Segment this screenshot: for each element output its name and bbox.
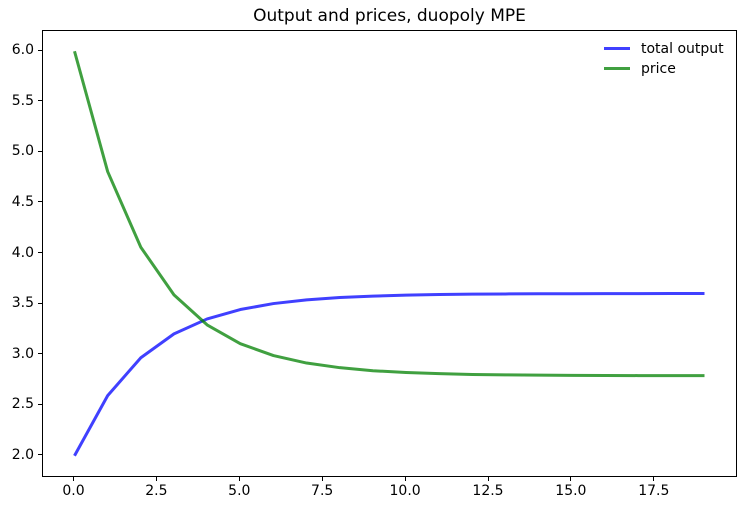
x-tick-label: 12.5 [472,483,504,499]
legend-entry-price: price [604,59,724,78]
y-tick-label: 3.0 [11,345,34,362]
y-tick-mark [38,252,42,253]
total-output-line [73,292,705,457]
y-tick-mark [38,454,42,456]
x-tick-label: 5.0 [228,483,251,499]
y-tick-label: 4.0 [11,244,34,261]
legend-entry-total-output: total output [604,39,724,58]
chart-title: Output and prices, duopoly MPE [253,6,526,26]
x-tick-mark [238,477,240,481]
x-tick-mark [570,477,572,481]
y-tick-mark [38,403,42,405]
x-tick-mark [155,477,157,481]
y-tick-label: 6.0 [11,42,34,59]
x-tick-label: 7.5 [311,483,334,499]
y-tick-label: 3.5 [11,295,34,312]
x-tick-label: 2.5 [145,483,168,499]
x-tick-label: 17.5 [638,483,670,499]
x-tick-label: 10.0 [389,483,421,499]
y-tick-mark [38,353,42,355]
x-tick-mark [404,477,406,481]
price-line [73,50,705,378]
x-tick-label: 0.0 [62,483,85,499]
price-line-swatch [604,67,630,70]
y-tick-mark [38,100,42,102]
y-tick-mark [38,49,42,51]
x-tick-mark [487,477,489,481]
legend-label: total output [641,40,724,57]
y-tick-label: 2.0 [11,446,34,463]
y-tick-mark [38,201,42,203]
y-tick-mark [38,302,42,304]
y-tick-label: 2.5 [11,396,34,413]
x-tick-mark [653,477,655,481]
y-tick-label: 5.5 [11,92,34,109]
x-tick-mark [73,477,74,481]
legend: total output price [604,39,724,78]
total-output-line-swatch [604,47,630,50]
y-tick-label: 4.5 [11,193,34,210]
y-tick-label: 5.0 [11,143,34,160]
y-tick-mark [38,150,42,152]
legend-label: price [641,60,676,77]
x-tick-mark [321,477,323,481]
plot-lines [73,50,705,457]
x-tick-label: 15.0 [555,483,587,499]
plot-area [42,30,737,477]
